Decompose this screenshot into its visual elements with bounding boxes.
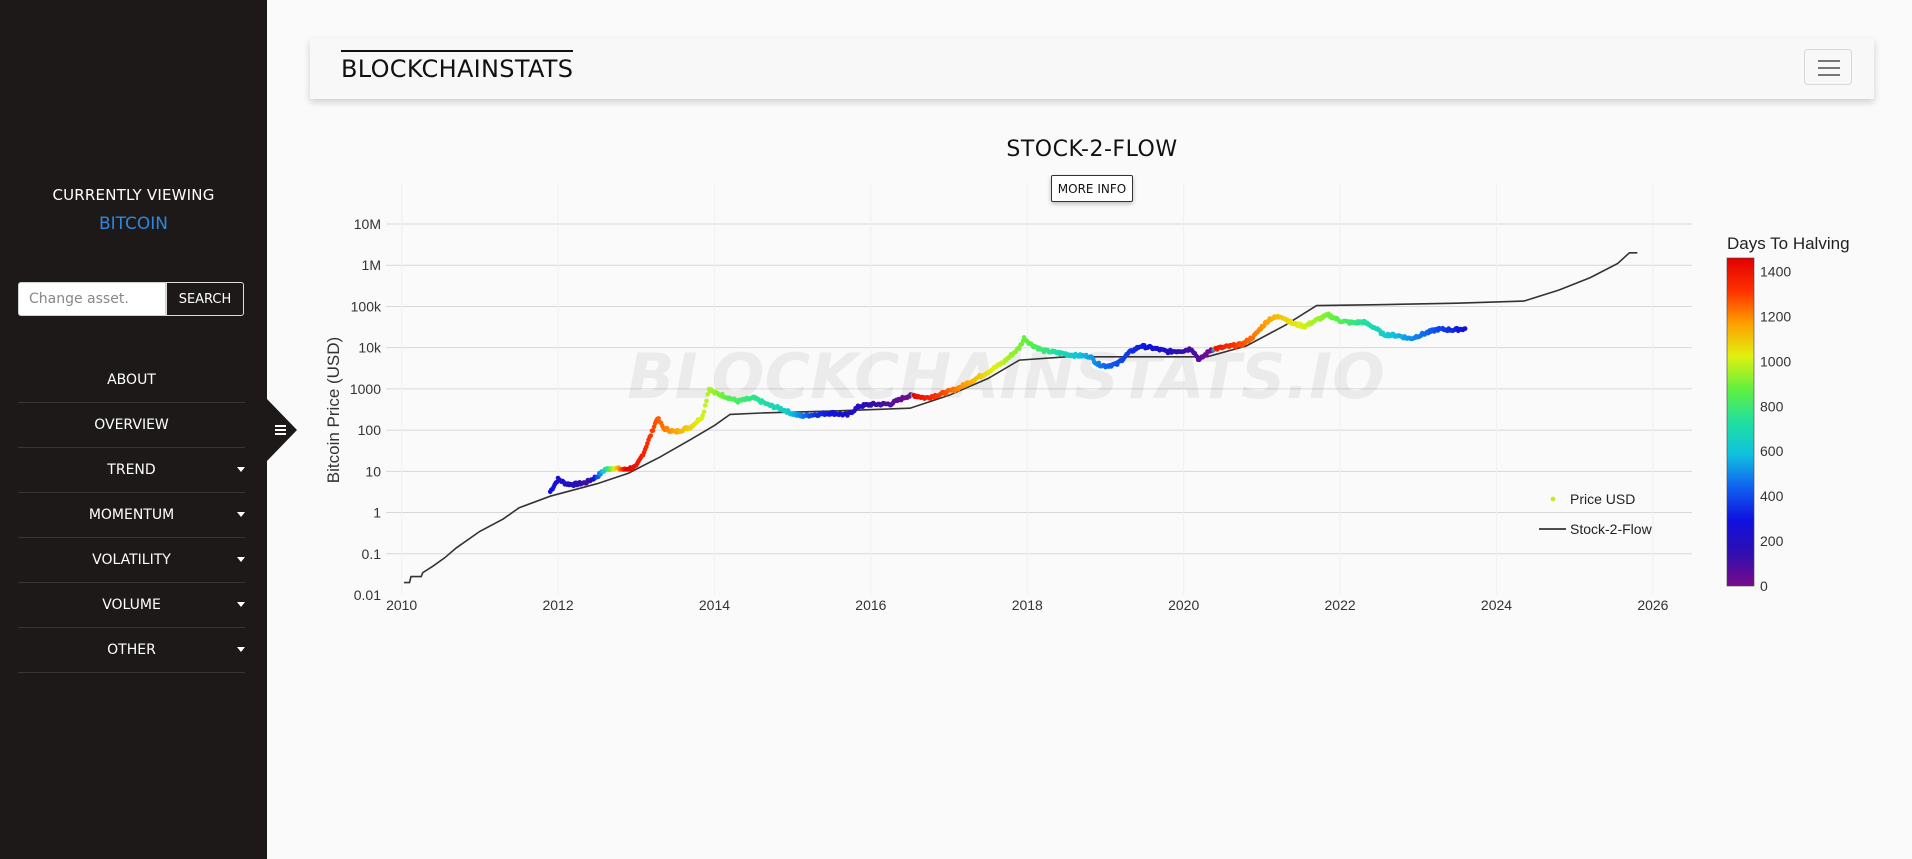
y-tick-label: 0.01 bbox=[354, 587, 381, 603]
y-tick-label: 10M bbox=[354, 216, 381, 232]
y-tick-label: 100 bbox=[358, 422, 382, 438]
x-tick-label: 2016 bbox=[855, 597, 886, 613]
colorbar-tick-label: 200 bbox=[1760, 533, 1784, 549]
y-tick-label: 10k bbox=[358, 340, 382, 356]
x-tick-label: 2024 bbox=[1481, 597, 1512, 613]
legend-label-stock-to-flow: Stock-2-Flow bbox=[1570, 521, 1653, 537]
caret-down-icon bbox=[237, 557, 245, 562]
more-info-button[interactable]: MORE INFO bbox=[1051, 175, 1133, 202]
price-point bbox=[656, 416, 661, 421]
colorbar-tick-label: 600 bbox=[1760, 443, 1784, 459]
sidebar-item-label: VOLUME bbox=[102, 597, 161, 613]
sidebar-item-volume[interactable]: VOLUME bbox=[18, 583, 245, 628]
sidebar-item-label: OVERVIEW bbox=[94, 417, 169, 433]
caret-down-icon bbox=[237, 647, 245, 652]
colorbar-tick-label: 1200 bbox=[1760, 308, 1791, 324]
sidebar-nav: ABOUT OVERVIEW TREND MOMENTUM VOLATILITY VOLU… bbox=[18, 358, 245, 673]
chart-legend: Price USD Stock-2-Flow bbox=[1539, 491, 1653, 537]
sidebar-item-other[interactable]: OTHER bbox=[18, 628, 245, 673]
price-point bbox=[702, 403, 708, 408]
colorbar-title: Days To Halving bbox=[1727, 234, 1850, 253]
stock-to-flow-line bbox=[404, 252, 1638, 584]
chart-ticks: 0.01 0.1 1 10 100 1000 10k 100k 1M 10M 2010 2012 201… bbox=[350, 216, 1669, 613]
price-point bbox=[1017, 346, 1022, 351]
y-tick-label: 1000 bbox=[350, 381, 381, 397]
sidebar-item-trend[interactable]: TREND bbox=[18, 448, 245, 493]
colorbar-tick-label: 0 bbox=[1760, 578, 1768, 594]
chart-watermark: BLOCKCHAINSTATS.IO bbox=[627, 340, 1385, 413]
sidebar-item-about[interactable]: ABOUT bbox=[18, 358, 245, 403]
price-point bbox=[650, 428, 656, 433]
price-point bbox=[701, 409, 707, 415]
asset-search: SEARCH bbox=[18, 282, 244, 316]
colorbar-tick-label: 1400 bbox=[1760, 263, 1791, 279]
sidebar-item-volatility[interactable]: VOLATILITY bbox=[18, 538, 245, 583]
price-point bbox=[700, 413, 705, 418]
sidebar-item-label: ABOUT bbox=[107, 372, 156, 388]
y-tick-label: 1M bbox=[362, 257, 381, 273]
x-tick-label: 2010 bbox=[386, 597, 417, 613]
caret-down-icon bbox=[237, 512, 245, 517]
price-point bbox=[704, 398, 709, 404]
sidebar-item-overview[interactable]: OVERVIEW bbox=[18, 403, 245, 448]
price-point bbox=[651, 424, 657, 430]
top-navbar: BLOCKCHAINSTATS bbox=[310, 38, 1874, 99]
currently-viewing-label: CURRENTLY VIEWING bbox=[52, 186, 215, 204]
caret-down-icon bbox=[237, 467, 245, 472]
legend-label-price: Price USD bbox=[1570, 491, 1635, 507]
navbar-toggler-button[interactable] bbox=[1804, 49, 1852, 85]
y-tick-label: 0.1 bbox=[362, 546, 382, 562]
menu-icon bbox=[275, 425, 286, 435]
price-point bbox=[648, 433, 654, 438]
x-tick-label: 2022 bbox=[1325, 597, 1356, 613]
colorbar-tick-label: 800 bbox=[1760, 398, 1784, 414]
sidebar-item-label: TREND bbox=[107, 462, 156, 478]
colorbar-tick-label: 1000 bbox=[1760, 353, 1791, 369]
brand-logo[interactable]: BLOCKCHAINSTATS bbox=[341, 50, 574, 83]
current-asset: BITCOIN bbox=[98, 214, 169, 234]
x-tick-label: 2018 bbox=[1012, 597, 1043, 613]
sidebar-item-momentum[interactable]: MOMENTUM bbox=[18, 493, 245, 538]
sidebar-item-label: OTHER bbox=[107, 642, 156, 658]
price-point bbox=[1462, 326, 1468, 331]
x-tick-label: 2020 bbox=[1168, 597, 1199, 613]
stock-to-flow-series bbox=[404, 252, 1638, 584]
search-button[interactable]: SEARCH bbox=[166, 282, 244, 316]
page-title: STOCK-2-FLOW bbox=[1006, 137, 1178, 162]
colorbar-tick-label: 400 bbox=[1760, 488, 1784, 504]
price-point bbox=[705, 392, 710, 397]
x-tick-label: 2012 bbox=[542, 597, 573, 613]
colorbar-gradient bbox=[1726, 257, 1755, 587]
y-tick-label: 100k bbox=[351, 298, 382, 314]
price-series bbox=[547, 311, 1468, 495]
days-to-halving-colorbar: Days To Halving 0 200 400 600 800 1000 1200 1400 bbox=[1726, 234, 1850, 594]
sidebar: CURRENTLY VIEWING BITCOIN SEARCH ABOUT OV… bbox=[0, 0, 267, 859]
y-axis-label: Bitcoin Price (USD) bbox=[324, 337, 343, 483]
x-tick-label: 2026 bbox=[1637, 597, 1668, 613]
sidebar-toggle[interactable] bbox=[267, 399, 297, 461]
legend-marker-price bbox=[1550, 496, 1556, 502]
caret-down-icon bbox=[237, 602, 245, 607]
asset-search-input[interactable] bbox=[18, 282, 166, 316]
x-tick-label: 2014 bbox=[699, 597, 730, 613]
hamburger-icon bbox=[1818, 60, 1840, 62]
price-point bbox=[645, 441, 650, 446]
sidebar-item-label: VOLATILITY bbox=[92, 552, 171, 568]
y-tick-label: 1 bbox=[373, 505, 381, 521]
sidebar-item-label: MOMENTUM bbox=[88, 507, 175, 523]
y-tick-label: 10 bbox=[365, 463, 381, 479]
